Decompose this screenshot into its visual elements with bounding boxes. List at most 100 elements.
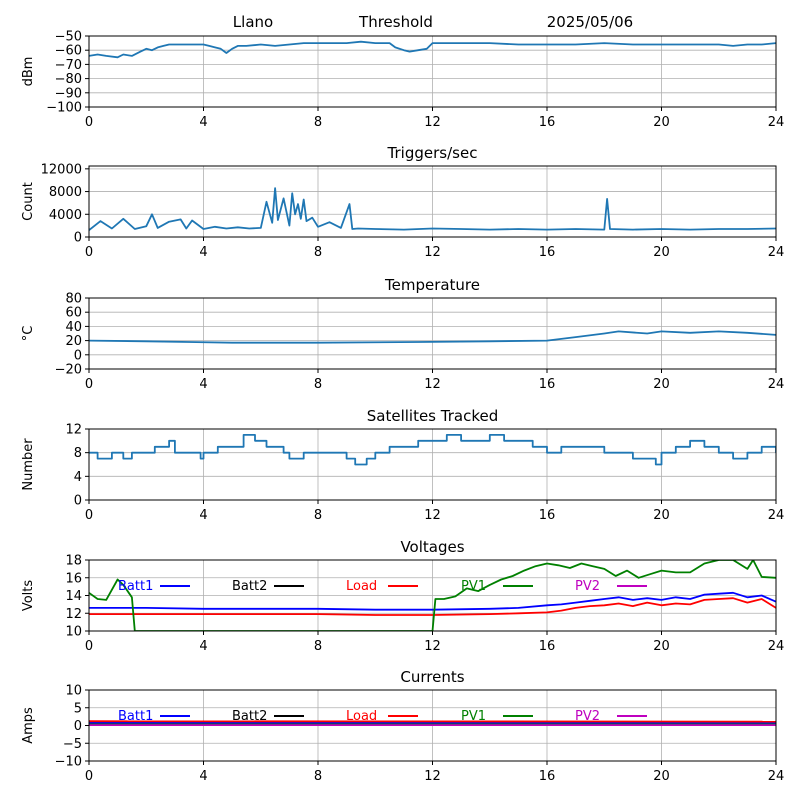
x-tick-label: 4 xyxy=(199,115,207,130)
x-tick-label: 20 xyxy=(653,769,670,784)
y-tick-label: 10 xyxy=(65,625,82,640)
y-axis-label: dBm xyxy=(21,57,36,87)
series-line xyxy=(89,187,776,231)
panel-triggers: 0 4 8 12 16 20 24 0 4000 8000 12000 Triggers/sec Cou… xyxy=(21,144,784,260)
header-mode: Threshold xyxy=(358,13,433,31)
y-tick-label: −20 xyxy=(55,363,82,378)
panel-title: Currents xyxy=(400,668,464,686)
y-tick-label: 60 xyxy=(65,306,82,321)
x-tick-label: 8 xyxy=(314,245,322,260)
series-line xyxy=(89,40,776,59)
y-tick-label: −50 xyxy=(55,30,82,45)
x-tick-label: 8 xyxy=(314,639,322,654)
y-tick-label: 4000 xyxy=(49,208,82,223)
legend-label: PV1 xyxy=(461,709,486,724)
x-tick-label: 12 xyxy=(424,115,441,130)
x-tick-label: 24 xyxy=(768,377,785,392)
y-tick-label: 20 xyxy=(65,334,82,349)
series-line-batt1 xyxy=(89,591,776,611)
x-tick-label: 0 xyxy=(85,115,93,130)
y-tick-label: 14 xyxy=(65,589,82,604)
series-line xyxy=(89,330,776,344)
x-tick-label: 24 xyxy=(768,769,785,784)
x-tick-label: 8 xyxy=(314,508,322,523)
x-tick-label: 12 xyxy=(424,639,441,654)
x-tick-label: 24 xyxy=(768,115,785,130)
legend-label: Batt2 xyxy=(232,709,267,724)
x-tick-label: 0 xyxy=(85,245,93,260)
x-tick-label: 16 xyxy=(539,508,556,523)
y-tick-label: 40 xyxy=(65,320,82,335)
series-line xyxy=(89,433,776,466)
x-tick-label: 0 xyxy=(85,508,93,523)
legend-label: Batt2 xyxy=(232,579,267,594)
legend-label: Batt1 xyxy=(118,579,153,594)
legend-label: Load xyxy=(346,709,377,724)
header: Llano Threshold 2025/05/06 xyxy=(233,13,633,31)
legend-label: PV2 xyxy=(575,579,600,594)
legend-label: PV1 xyxy=(461,579,486,594)
x-tick-label: 24 xyxy=(768,639,785,654)
x-tick-label: 8 xyxy=(314,769,322,784)
series-line-pv1 xyxy=(89,560,776,631)
y-tick-label: 8 xyxy=(74,446,82,461)
x-tick-label: 4 xyxy=(199,639,207,654)
x-tick-label: 16 xyxy=(539,377,556,392)
x-tick-label: 12 xyxy=(424,377,441,392)
y-tick-label: 0 xyxy=(74,719,82,734)
series-line-load xyxy=(89,597,776,616)
y-tick-label: 0 xyxy=(74,348,82,363)
x-tick-label: 0 xyxy=(85,377,93,392)
x-tick-label: 20 xyxy=(653,508,670,523)
y-tick-label: −5 xyxy=(63,737,82,752)
x-tick-label: 0 xyxy=(85,639,93,654)
y-tick-label: 10 xyxy=(65,684,82,699)
panel-currents: 0 4 8 12 16 20 24 −10 −5 0 5 10 Currents Amps Batt1 Bat… xyxy=(21,668,784,784)
x-tick-label: 20 xyxy=(653,245,670,260)
y-tick-label: −10 xyxy=(55,755,82,770)
y-axis-label: Number xyxy=(21,438,36,491)
x-tick-label: 20 xyxy=(653,639,670,654)
y-tick-label: 12 xyxy=(65,423,82,438)
x-tick-label: 4 xyxy=(199,769,207,784)
y-tick-label: 4 xyxy=(74,470,82,485)
y-tick-label: 5 xyxy=(74,701,82,716)
x-tick-label: 0 xyxy=(85,769,93,784)
y-tick-label: 80 xyxy=(65,292,82,307)
panel-title: Triggers/sec xyxy=(387,144,478,162)
x-tick-label: 12 xyxy=(424,769,441,784)
panel-title: Temperature xyxy=(384,276,480,294)
y-tick-label: 18 xyxy=(65,554,82,569)
x-tick-label: 16 xyxy=(539,769,556,784)
x-tick-label: 20 xyxy=(653,115,670,130)
y-tick-label: −70 xyxy=(55,58,82,73)
legend-label: Load xyxy=(346,579,377,594)
panel-signal: 0 4 8 12 16 20 24 −100−90−80−70−60−50 dBm xyxy=(21,30,784,131)
y-tick-label: 8000 xyxy=(49,185,82,200)
x-tick-label: 4 xyxy=(199,377,207,392)
y-tick-label: −100 xyxy=(46,101,82,116)
y-tick-label: 12 xyxy=(65,607,82,622)
y-tick-label: −90 xyxy=(55,86,82,101)
header-station: Llano xyxy=(233,13,273,31)
y-axis-label: °C xyxy=(21,326,36,342)
y-tick-label: 12000 xyxy=(41,162,82,177)
y-tick-label: −80 xyxy=(55,72,82,87)
x-tick-label: 16 xyxy=(539,245,556,260)
x-tick-label: 4 xyxy=(199,508,207,523)
panel-title: Satellites Tracked xyxy=(367,407,498,425)
panel-satellites: 0 4 8 12 16 20 24 0 4 8 12 Satellites Tracked Number xyxy=(21,407,784,523)
x-tick-label: 24 xyxy=(768,508,785,523)
legend-label: Batt1 xyxy=(118,709,153,724)
y-tick-label: −60 xyxy=(55,44,82,59)
x-tick-label: 12 xyxy=(424,508,441,523)
panel-title: Voltages xyxy=(400,538,464,556)
header-date: 2025/05/06 xyxy=(547,13,633,31)
x-tick-label: 16 xyxy=(539,639,556,654)
y-axis-label: Count xyxy=(21,182,36,221)
x-tick-label: 8 xyxy=(314,115,322,130)
x-tick-label: 12 xyxy=(424,245,441,260)
